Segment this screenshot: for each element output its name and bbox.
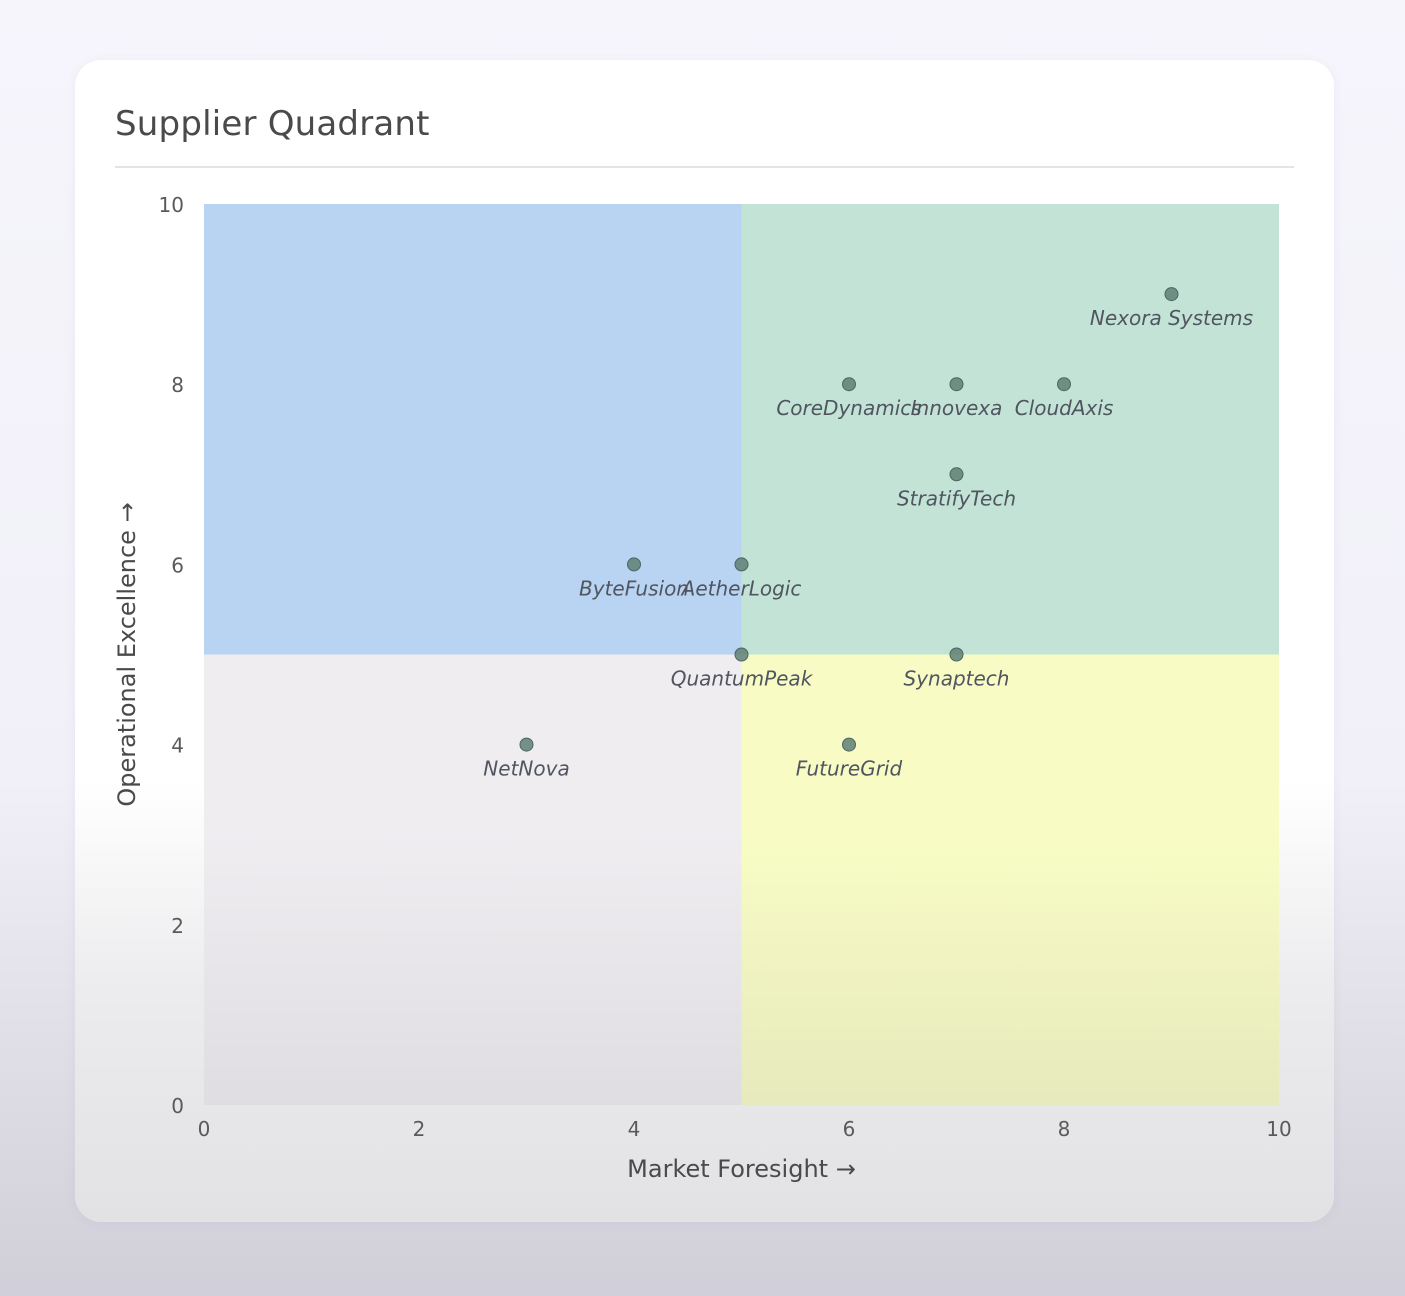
title-divider	[115, 166, 1294, 168]
chart-card: Supplier Quadrant	[75, 60, 1334, 1222]
chart-title: Supplier Quadrant	[115, 104, 430, 144]
